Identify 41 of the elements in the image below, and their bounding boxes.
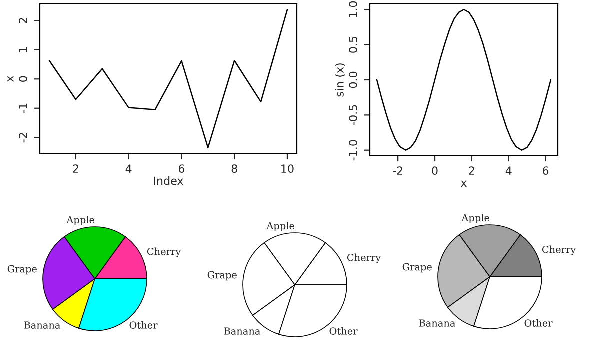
x-tick-label: 6 (543, 166, 549, 176)
y-tick-label: -1 (19, 104, 28, 114)
line-series (376, 9, 552, 151)
slice-label: Cherry (147, 248, 182, 258)
x-tick-label: 4 (126, 164, 132, 173)
y-tick-label: -1.0 (349, 140, 358, 161)
y-tick-label: 0.5 (349, 36, 358, 53)
slice-label: Apple (266, 222, 295, 232)
x-tick-label: 2 (73, 164, 78, 173)
x-tick-label: 6 (178, 164, 185, 174)
y-tick-label: 1 (19, 47, 28, 52)
slice-label: Other (130, 321, 158, 329)
y-tick-label: 2 (19, 18, 28, 24)
slice-label: Cherry (347, 254, 382, 264)
y-tick-label: 1.0 (349, 2, 358, 18)
y-tick-label: 0 (19, 76, 28, 82)
y-tick-label: 0.0 (349, 72, 358, 88)
x-axis-title: x (461, 180, 467, 187)
x-tick-label: 10 (282, 164, 294, 174)
x-tick-label: 0 (432, 166, 438, 176)
x-axis-title: Index (154, 176, 184, 186)
slice-label: Apple (462, 214, 490, 224)
x-tick-label: 8 (232, 164, 238, 174)
line-series (48, 9, 288, 148)
y-axis-title: sin (x) (335, 64, 346, 97)
slice-label: Cherry (542, 246, 576, 256)
y-tick-label: -0.5 (349, 105, 358, 126)
x-tick-label: 2 (469, 166, 474, 175)
slice-label: Other (330, 327, 358, 335)
slice-label: Grape (208, 271, 237, 281)
slice-label: Grape (402, 263, 432, 273)
x-tick-label: 4 (506, 166, 512, 175)
slice-label: Apple (66, 216, 95, 226)
y-axis-title: x (8, 76, 14, 82)
slice-label: Banana (419, 320, 456, 327)
x-tick-label: -2 (393, 166, 402, 175)
slice-label: Banana (24, 322, 60, 329)
slice-label: Grape (8, 265, 37, 275)
slice-label: Banana (224, 328, 260, 335)
y-tick-label: -2 (19, 133, 28, 143)
slice-label: Other (524, 319, 553, 327)
